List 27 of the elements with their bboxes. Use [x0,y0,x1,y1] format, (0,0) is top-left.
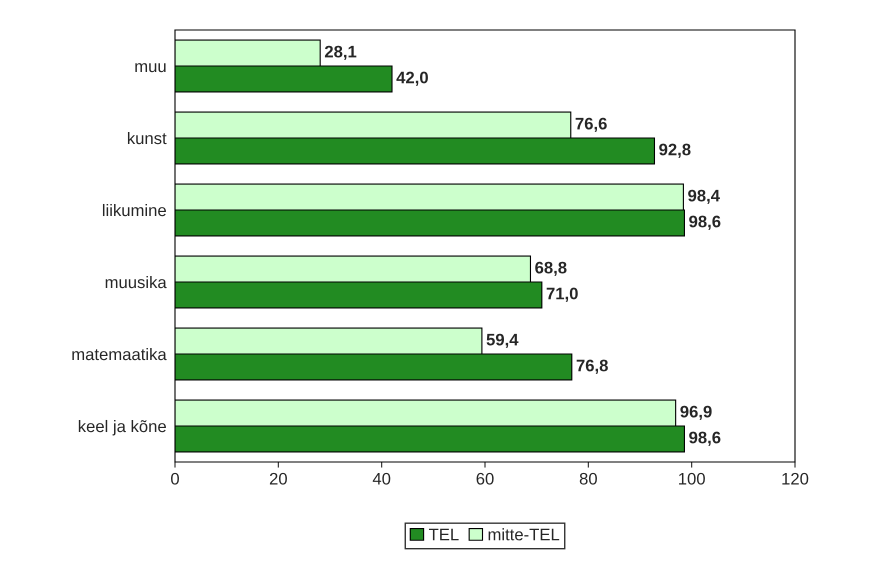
y-tick-label: liikumine [102,204,166,216]
data-label: 28,1 [324,46,356,60]
x-tick-label: 100 [679,472,705,485]
x-tick-label: 20 [270,472,287,485]
data-label: 98,6 [689,432,720,446]
x-tick-label: 0 [171,472,179,485]
legend-label: TEL [428,528,459,540]
data-label: 98,6 [689,216,720,230]
y-tick-label: kunst [128,132,167,144]
y-tick-label: muusika [106,276,167,288]
data-label: 96,9 [680,406,712,420]
y-tick-label: matemaatika [72,348,167,360]
data-label: 76,6 [576,118,607,132]
x-tick-label: 80 [580,472,597,485]
y-tick-label: keel ja kõne [78,420,166,436]
data-label: 71,0 [546,288,578,302]
y-tick-label: muu [135,63,166,72]
legend-label: mitte-TEL [488,528,560,540]
data-label: 92,8 [659,144,691,158]
data-label: 76,8 [576,360,608,374]
x-tick-label: 120 [782,472,808,485]
data-label: 42,0 [396,72,428,86]
data-label: 59,4 [486,334,518,348]
data-label: 68,8 [535,262,567,276]
x-tick-label: 40 [372,472,390,485]
x-tick-label: 60 [476,472,494,485]
data-label: 98,4 [688,190,720,204]
